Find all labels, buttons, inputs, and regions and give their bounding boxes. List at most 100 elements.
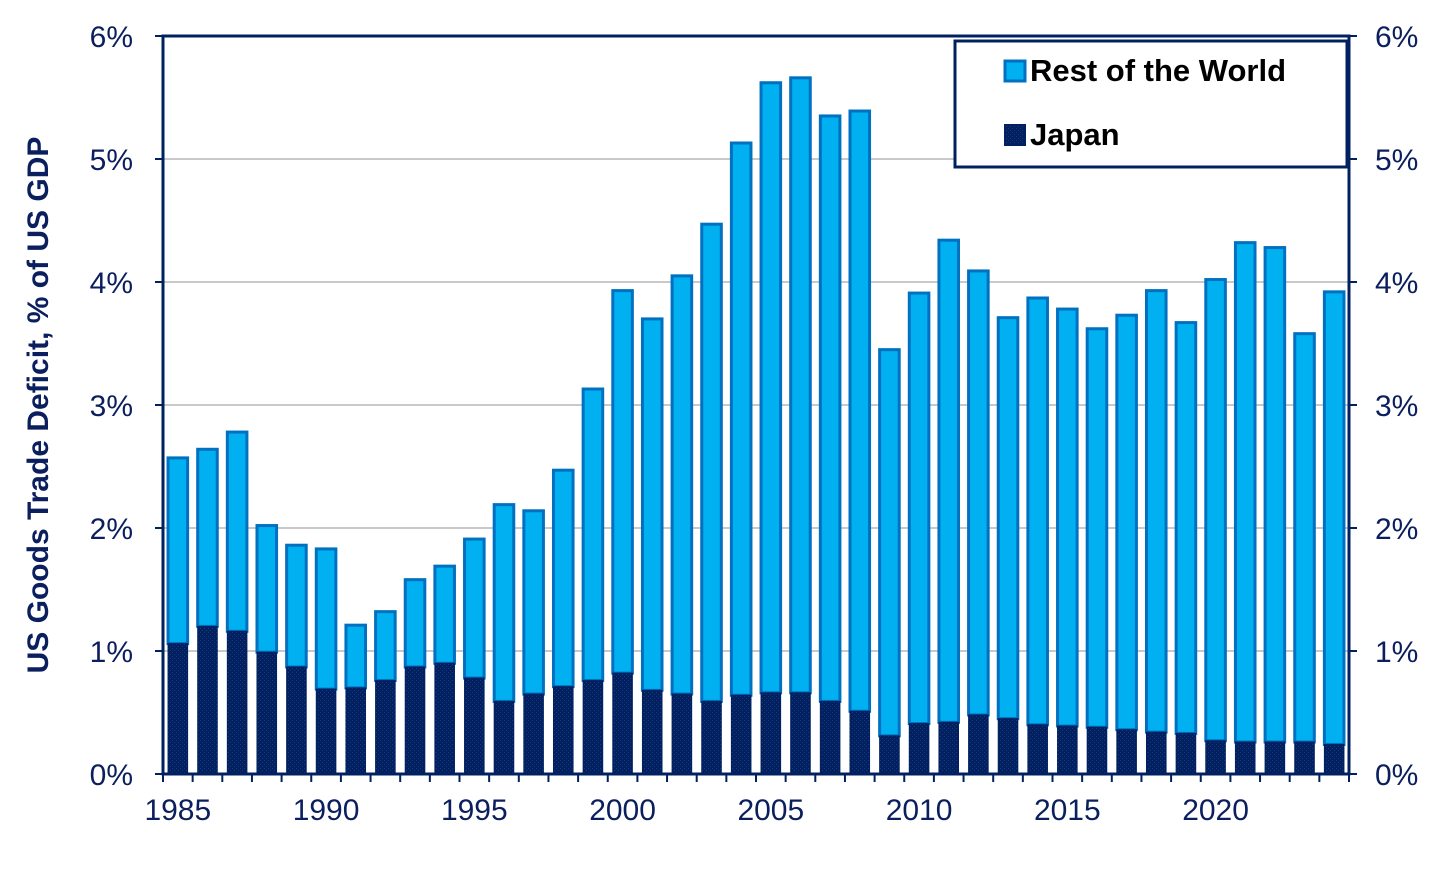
y-tick-label-left: 2% bbox=[90, 513, 133, 546]
legend-swatch-rest-of-world bbox=[1003, 59, 1027, 83]
bar-rest-of-world bbox=[611, 289, 634, 675]
bar-rest-of-world bbox=[848, 109, 872, 713]
y-tick-label-right: 2% bbox=[1375, 513, 1418, 546]
bar-rest-of-world bbox=[374, 610, 397, 683]
bar-japan bbox=[1234, 741, 1256, 775]
bar-rest-of-world bbox=[729, 141, 753, 697]
bar-rest-of-world bbox=[1026, 296, 1049, 727]
bar-japan bbox=[612, 672, 633, 775]
y-tick-label-left: 3% bbox=[90, 390, 133, 423]
bar-japan bbox=[434, 662, 455, 775]
bar-japan bbox=[1264, 741, 1286, 775]
bar-rest-of-world bbox=[937, 238, 961, 724]
x-tick-label: 1985 bbox=[144, 794, 211, 827]
bar-japan bbox=[315, 688, 337, 775]
bar-japan bbox=[641, 689, 663, 775]
y-tick-label-right: 6% bbox=[1375, 21, 1418, 54]
bar-japan bbox=[760, 692, 782, 775]
y-tick-label-right: 1% bbox=[1375, 636, 1418, 669]
bar-japan bbox=[938, 721, 960, 775]
y-tick-label-left: 1% bbox=[90, 636, 133, 669]
y-axis-label: US Goods Trade Deficit, % of US GDP bbox=[22, 137, 55, 674]
x-tick-label: 2015 bbox=[1034, 794, 1101, 827]
x-tick-label: 1990 bbox=[293, 794, 360, 827]
bar-japan bbox=[1027, 724, 1048, 775]
bar-japan bbox=[1323, 743, 1345, 775]
bar-rest-of-world bbox=[1056, 307, 1079, 728]
y-tick-label-right: 3% bbox=[1375, 390, 1418, 423]
bar-japan bbox=[167, 643, 189, 775]
bar-japan bbox=[790, 692, 811, 775]
bar-rest-of-world bbox=[640, 317, 664, 692]
bar-japan bbox=[197, 625, 218, 775]
axes: 0% 0% 1% 1% 2% 2% 3% 3% 4% 4% 5% 5% 6% 6% 1985 1990 1995… bbox=[90, 21, 1419, 827]
bar-rest-of-world bbox=[967, 269, 990, 717]
bar-rest-of-world bbox=[789, 76, 812, 695]
bar-japan bbox=[464, 677, 485, 775]
bar-rest-of-world bbox=[433, 564, 456, 665]
bar-japan bbox=[552, 686, 574, 775]
bar-rest-of-world bbox=[581, 387, 605, 683]
bar-japan bbox=[375, 680, 396, 775]
bar-japan bbox=[997, 718, 1019, 775]
bar-rest-of-world bbox=[1174, 321, 1198, 735]
bar-japan bbox=[1175, 732, 1197, 775]
bar-japan bbox=[286, 666, 307, 775]
bar-rest-of-world bbox=[1144, 289, 1168, 734]
bar-rest-of-world bbox=[1233, 241, 1257, 744]
bar-japan bbox=[849, 710, 871, 775]
bar-japan bbox=[879, 735, 900, 775]
y-tick-label-left: 0% bbox=[90, 759, 133, 792]
legend-label-japan: Japan bbox=[1030, 117, 1120, 152]
bar-japan bbox=[1205, 740, 1226, 775]
bar-rest-of-world bbox=[670, 274, 694, 696]
y-tick-label-left: 5% bbox=[90, 144, 133, 177]
bar-japan bbox=[404, 666, 426, 775]
bar-rest-of-world bbox=[285, 543, 308, 669]
bar-rest-of-world bbox=[996, 316, 1020, 721]
y-tick-label-left: 6% bbox=[90, 21, 133, 54]
bar-japan bbox=[226, 630, 248, 775]
bar-japan bbox=[493, 700, 515, 775]
bar-japan bbox=[701, 700, 722, 775]
bar-rest-of-world bbox=[551, 468, 575, 689]
bar-rest-of-world bbox=[1322, 290, 1346, 746]
bar-japan bbox=[256, 651, 278, 775]
legend: Rest of the World Japan bbox=[953, 39, 1349, 169]
bar-rest-of-world bbox=[907, 291, 931, 726]
bar-rest-of-world bbox=[463, 537, 486, 680]
bar-rest-of-world bbox=[1085, 327, 1109, 729]
gridlines bbox=[163, 158, 1349, 652]
bar-rest-of-world bbox=[492, 503, 516, 703]
bar-rest-of-world bbox=[759, 81, 783, 695]
y-tick-label-right: 5% bbox=[1375, 144, 1418, 177]
bar-rest-of-world bbox=[314, 547, 338, 691]
bar-rest-of-world bbox=[1115, 313, 1138, 732]
bar-japan bbox=[671, 693, 693, 775]
bar-japan bbox=[968, 714, 989, 775]
bar-japan bbox=[908, 723, 930, 775]
bar-rest-of-world bbox=[522, 509, 545, 696]
x-tick-label: 2000 bbox=[589, 794, 656, 827]
x-tick-label: 1995 bbox=[441, 794, 508, 827]
bar-rest-of-world bbox=[225, 430, 249, 633]
bar-japan bbox=[1057, 725, 1078, 775]
x-tick-label: 2020 bbox=[1182, 794, 1249, 827]
bar-rest-of-world bbox=[255, 524, 279, 654]
y-tick-label-left: 4% bbox=[90, 267, 133, 300]
legend-label-rest-of-world: Rest of the World bbox=[1030, 53, 1286, 88]
bar-japan bbox=[345, 687, 367, 775]
bar-rest-of-world bbox=[1204, 278, 1227, 743]
bar-rest-of-world bbox=[878, 348, 901, 738]
bar-japan bbox=[1116, 729, 1137, 775]
bar-rest-of-world bbox=[196, 447, 219, 628]
bars bbox=[166, 76, 1346, 775]
bar-rest-of-world bbox=[1293, 332, 1316, 744]
bar-rest-of-world bbox=[818, 114, 842, 703]
bar-japan bbox=[1294, 741, 1315, 775]
bar-rest-of-world bbox=[403, 578, 427, 669]
bar-rest-of-world bbox=[344, 623, 368, 690]
legend-swatch-japan bbox=[1004, 124, 1026, 146]
bar-japan bbox=[730, 694, 752, 775]
